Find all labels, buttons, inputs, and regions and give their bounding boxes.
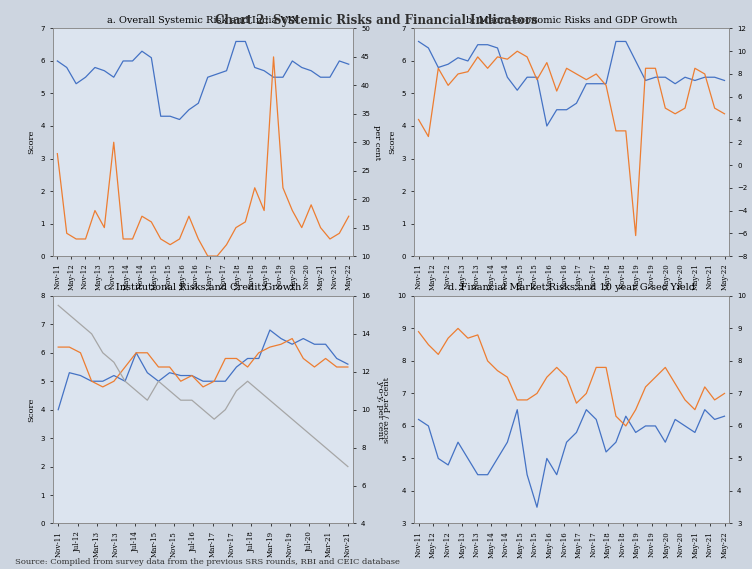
Y-axis label: per cent: per cent: [373, 125, 381, 160]
Y-axis label: y-o-y, per cent: y-o-y, per cent: [376, 380, 384, 439]
Legend: Overall Systemic Risk, VIX (RHS): Overall Systemic Risk, VIX (RHS): [116, 354, 290, 366]
Y-axis label: Score: Score: [27, 130, 35, 154]
Y-axis label: Score: Score: [27, 398, 35, 422]
Title: c. Institutional Risks and Credit Growth: c. Institutional Risks and Credit Growth: [105, 283, 302, 292]
Text: Source: Compiled from survey data from the previous SRS rounds, RBI and CEIC dat: Source: Compiled from survey data from t…: [15, 558, 400, 566]
Title: b: Macro-economic Risks and GDP Growth: b: Macro-economic Risks and GDP Growth: [465, 16, 678, 25]
Title: a. Overall Systemic Risk and India VIX: a. Overall Systemic Risk and India VIX: [108, 16, 299, 25]
Title: d. Financial Market Risks and 10 year G-sec Yield: d. Financial Market Risks and 10 year G-…: [448, 283, 695, 292]
Y-axis label: score / per cent: score / per cent: [384, 377, 391, 443]
Y-axis label: Score: Score: [388, 130, 396, 154]
Legend: Macro-economic Risks, GDP (RHS): Macro-economic Risks, GDP (RHS): [481, 354, 662, 366]
Text: Chart 2: Systemic Risks and Financial Indicators: Chart 2: Systemic Risks and Financial In…: [214, 14, 538, 27]
